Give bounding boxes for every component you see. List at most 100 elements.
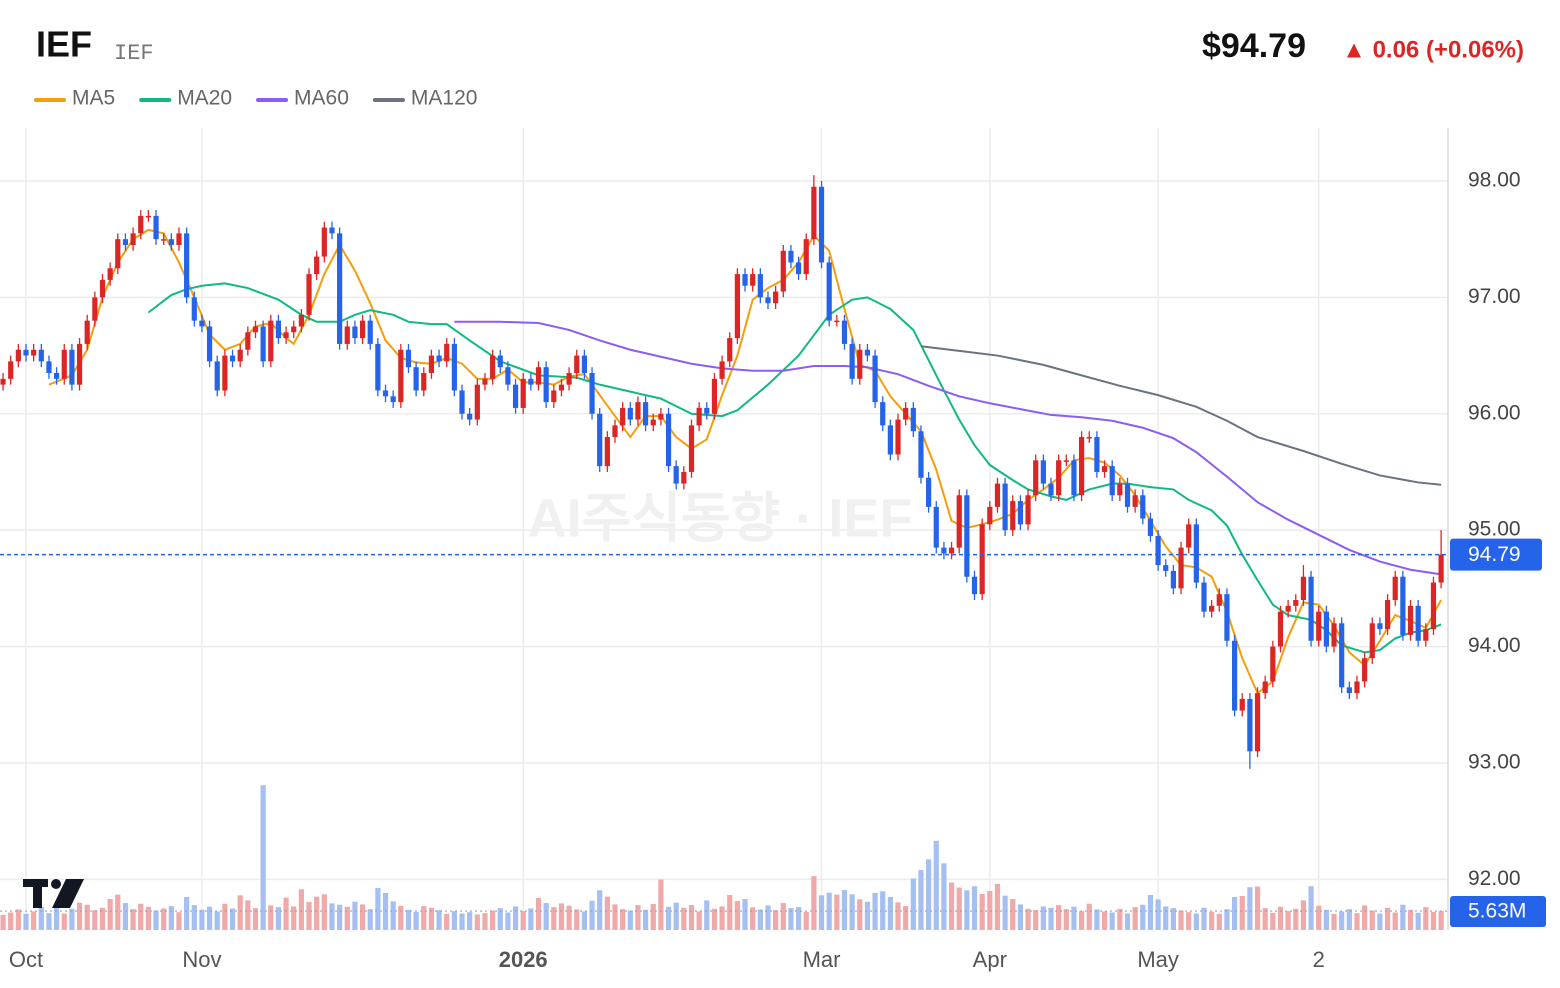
volume-bar (15, 909, 21, 930)
candle-body (1362, 658, 1368, 682)
candle-body (1293, 600, 1299, 606)
volume-bar (826, 892, 832, 930)
volume-bar (757, 909, 763, 930)
candle-body (551, 390, 557, 403)
volume-bar (398, 905, 404, 930)
volume-bar (750, 907, 756, 930)
volume-bar (581, 911, 588, 930)
candle-body (191, 297, 197, 321)
ma-line (48, 228, 1442, 695)
volume-bar (1163, 906, 1169, 930)
candle-body (1155, 535, 1161, 566)
candle-body (115, 239, 121, 269)
candle-body (658, 413, 664, 420)
candle-body (926, 477, 932, 507)
volume-bar (1323, 909, 1329, 930)
candle-body (321, 227, 327, 257)
volume-bar (719, 906, 725, 930)
candle-body (1117, 483, 1123, 496)
candle-body (451, 343, 457, 391)
volume-bar (811, 876, 817, 930)
label-layer: 92.00 93.00 94.00 95.00 96.00 97.00 98.00 Oct No… (0, 169, 1546, 972)
candle-body (428, 355, 435, 374)
candle-body (474, 384, 480, 420)
candle-body (734, 274, 740, 339)
volume-bar (298, 889, 304, 930)
volume-bar (1430, 911, 1437, 930)
candle-body (467, 413, 473, 420)
candle-body (688, 425, 695, 472)
candle-body (956, 495, 962, 548)
logo (23, 879, 84, 908)
volume-bar (1170, 908, 1176, 930)
volume-bar (773, 910, 779, 930)
candle-body (803, 239, 809, 275)
volume-bar (795, 907, 802, 930)
logo-part (33, 879, 42, 908)
volume-bar (528, 908, 534, 930)
candle-body (153, 215, 159, 240)
volume-bar (841, 889, 848, 930)
candle-body (1163, 565, 1169, 571)
volume-bar (1033, 910, 1039, 930)
candle-body (1384, 600, 1391, 630)
y-tick-label: 96.00 (1468, 401, 1521, 424)
candle-body (1270, 646, 1276, 682)
candle-body (1438, 554, 1444, 583)
x-tick-label: Apr (973, 947, 1007, 972)
candle-body (329, 227, 335, 234)
candle-body (382, 390, 389, 397)
volume-bar (451, 911, 457, 930)
volume-bar (1086, 903, 1092, 930)
volume-bar (1056, 905, 1062, 930)
volume-bar (1400, 904, 1406, 930)
volume-bar (673, 902, 679, 930)
price-change: ▲ 0.06 (+0.06%) (1342, 36, 1524, 63)
volume-bar (1300, 900, 1307, 930)
volume-bar (857, 899, 863, 930)
candle-body (314, 256, 320, 275)
candle-body (1377, 623, 1383, 630)
candle-body (505, 367, 511, 385)
candle-body (199, 320, 205, 327)
candle-body (1316, 611, 1322, 641)
candle-body (566, 373, 572, 385)
volume-bar (604, 896, 610, 930)
volume-bar (191, 905, 197, 930)
volume-bar (252, 908, 259, 930)
volume-bar (620, 909, 626, 930)
candle-body (61, 349, 67, 379)
candle-body (1201, 582, 1207, 612)
volume-bar (818, 895, 825, 930)
candle-body (359, 320, 366, 339)
candle-body (138, 215, 144, 234)
volume-bar (390, 901, 396, 930)
candle-body (520, 378, 526, 408)
volume-bar (1423, 907, 1429, 930)
volume-bar (642, 909, 649, 930)
candle-body (84, 320, 90, 344)
candle-body (46, 361, 52, 374)
candle-body (780, 250, 786, 292)
volume-bar (1384, 907, 1391, 930)
candle-body (69, 349, 75, 385)
volume-bar (1316, 905, 1322, 930)
volume-bar (84, 904, 90, 930)
volume-bar (497, 908, 503, 930)
candle-body (168, 239, 174, 245)
volume-bar (421, 906, 427, 930)
volume-bar (184, 897, 190, 930)
volume-bar (979, 893, 985, 930)
volume-bar (46, 913, 52, 930)
candle-body (1086, 437, 1092, 439)
candle-body (1063, 460, 1069, 462)
volume-bar (780, 903, 786, 930)
candle-body (528, 378, 534, 385)
legend-label: MA20 (177, 87, 232, 110)
volume-bar (566, 905, 572, 930)
candle-body (375, 343, 381, 391)
candle-body (1262, 681, 1268, 694)
candle-body (1140, 495, 1146, 519)
